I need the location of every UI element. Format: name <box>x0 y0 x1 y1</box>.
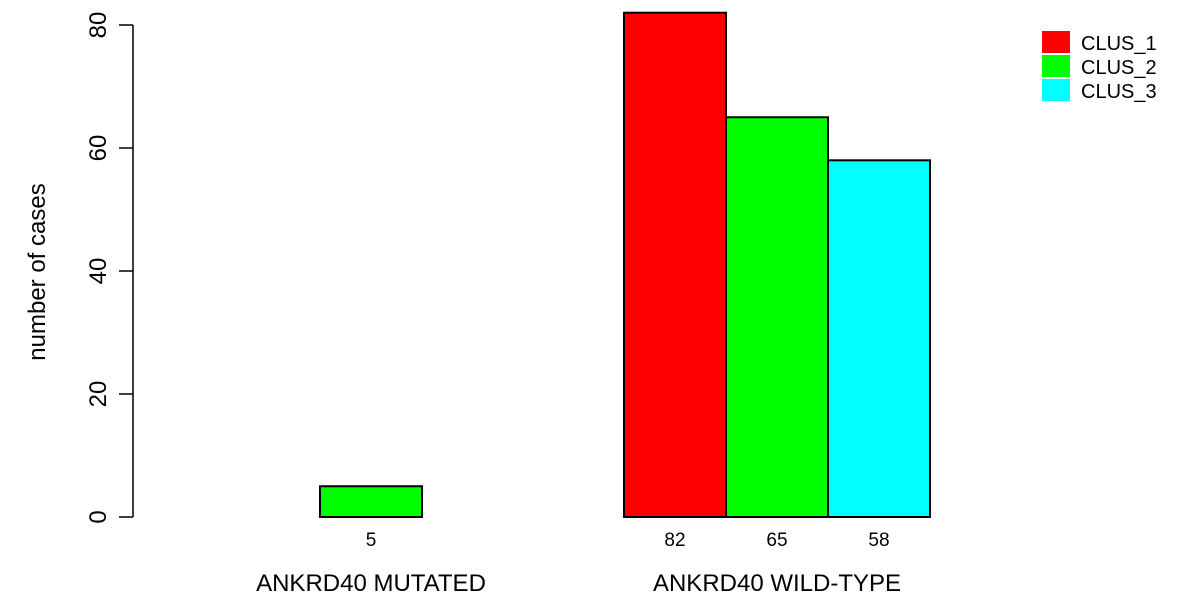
bar <box>319 485 423 518</box>
bar-value-label: 82 <box>664 530 685 551</box>
bars <box>319 11 931 519</box>
y-tick-label: 60 <box>85 135 112 162</box>
legend-swatch <box>1042 55 1070 77</box>
data-labels: 5 82 65 58 <box>366 530 890 551</box>
y-axis: 0 20 40 60 80 <box>85 12 134 524</box>
y-tick-label: 80 <box>85 12 112 39</box>
y-tick-label: 0 <box>85 510 112 523</box>
legend-label: CLUS_1 <box>1081 33 1157 55</box>
bar-value-label: 5 <box>366 530 377 551</box>
group-label: ANKRD40 WILD-TYPE <box>653 570 901 597</box>
bar <box>623 11 727 518</box>
y-tick-label: 40 <box>85 258 112 285</box>
bar <box>725 116 829 518</box>
bar-value-label: 65 <box>766 530 787 551</box>
legend-label: CLUS_2 <box>1081 57 1157 79</box>
group-label: ANKRD40 MUTATED <box>256 570 486 597</box>
legend-swatch <box>1042 79 1070 101</box>
y-tick-label: 20 <box>85 381 112 408</box>
bar-value-label: 58 <box>868 530 889 551</box>
y-axis-title: number of cases <box>24 183 51 360</box>
legend-swatch <box>1042 31 1070 53</box>
legend-label: CLUS_3 <box>1081 81 1157 103</box>
group-labels: ANKRD40 MUTATED ANKRD40 WILD-TYPE <box>256 570 901 597</box>
bar <box>827 159 931 519</box>
